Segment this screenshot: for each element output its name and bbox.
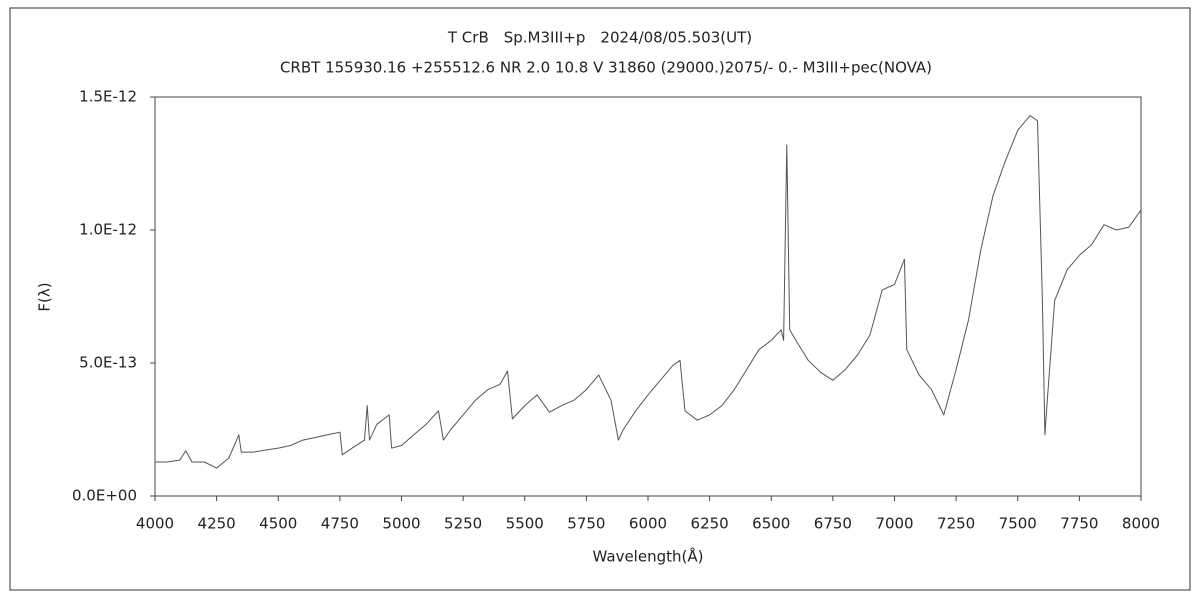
spectrum-line [155, 115, 1142, 469]
y-axis-label: F(λ) [36, 282, 54, 311]
x-tick-label: 4750 [321, 515, 359, 533]
x-tick-label: 6750 [814, 515, 852, 533]
x-tick-label: 7250 [937, 515, 975, 533]
x-tick-label: 7000 [875, 515, 913, 533]
x-tick-label: 6250 [691, 515, 729, 533]
y-tick-label: 5.0E-13 [79, 354, 137, 372]
x-tick-label: 4000 [136, 515, 174, 533]
plot-area [154, 96, 1142, 497]
y-tick-label: 0.0E+00 [72, 487, 137, 505]
x-tick-label: 7500 [999, 515, 1037, 533]
x-tick-label: 6000 [629, 515, 667, 533]
y-tick-label: 1.5E-12 [79, 88, 137, 106]
y-tick-label: 1.0E-12 [79, 221, 137, 239]
x-tick-label: 7750 [1060, 515, 1098, 533]
frame [9, 7, 1191, 591]
x-tick-label: 6500 [752, 515, 790, 533]
x-tick-label: 5750 [567, 515, 605, 533]
x-tick-label: 5250 [444, 515, 482, 533]
x-axis-label: Wavelength(Å) [593, 547, 704, 566]
chart-title: T CrB Sp.M3III+p 2024/08/05.503(UT) [447, 29, 752, 47]
x-tick-label: 4500 [259, 515, 297, 533]
chart-subtitle: CRBT 155930.16 +255512.6 NR 2.0 10.8 V 3… [280, 59, 932, 77]
x-tick-label: 4250 [198, 515, 236, 533]
x-tick-label: 5500 [506, 515, 544, 533]
x-tick-label: 5000 [382, 515, 420, 533]
x-tick-label: 8000 [1122, 515, 1160, 533]
